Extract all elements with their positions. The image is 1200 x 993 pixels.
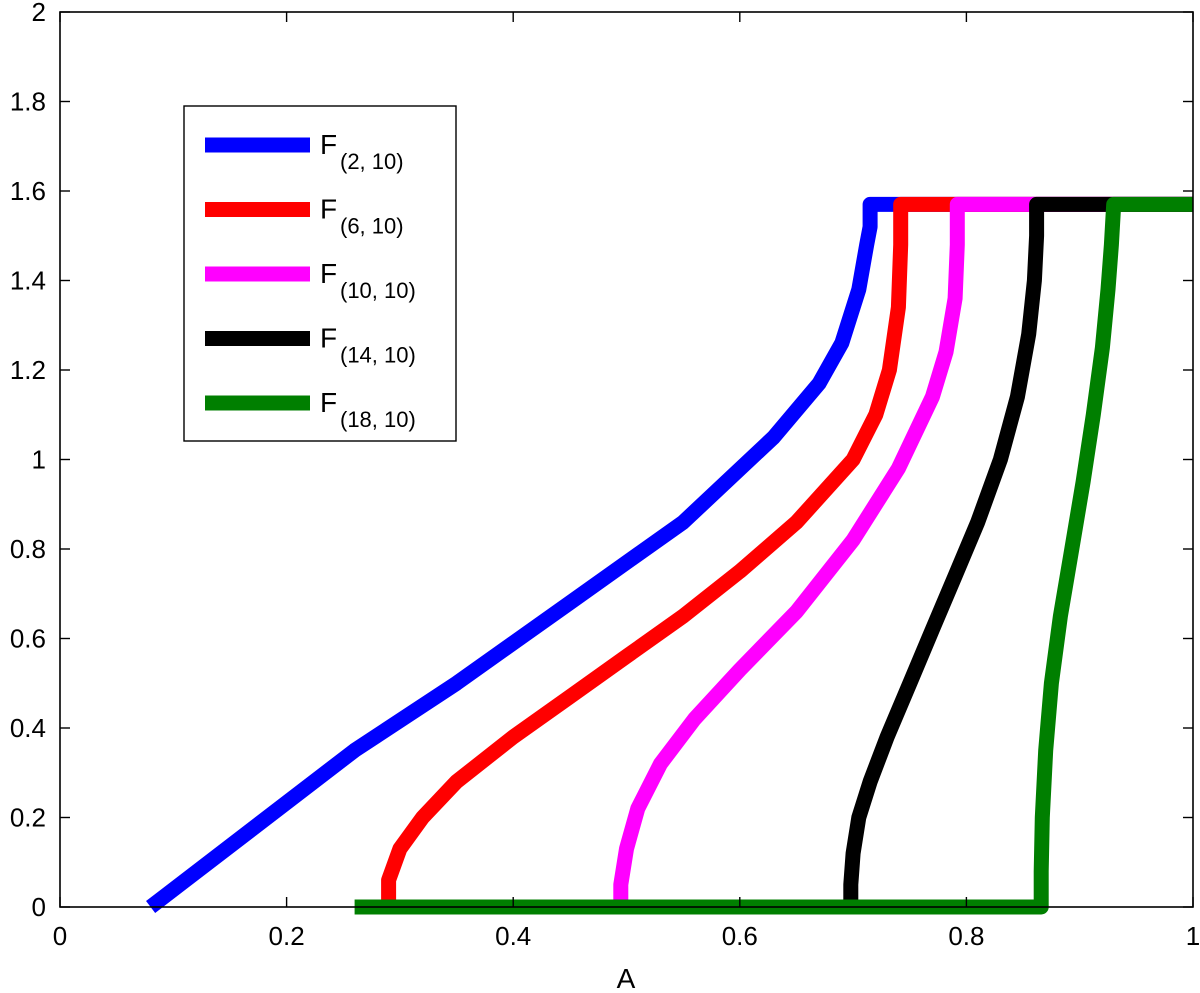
legend-label-4: F [320, 387, 337, 418]
legend-sublabel-4: (18, 10) [340, 407, 416, 432]
series-line-3 [843, 196, 1193, 907]
series-layer [146, 196, 1193, 915]
x-axis-title: A [617, 963, 636, 993]
legend-sublabel-1: (6, 10) [340, 214, 404, 239]
y-tick-label-8: 1.6 [10, 176, 46, 206]
y-tick-label-9: 1.8 [10, 87, 46, 117]
x-tick-label-2: 0.4 [495, 921, 531, 951]
legend-label-1: F [320, 194, 337, 225]
legend-sublabel-2: (10, 10) [340, 278, 416, 303]
y-tick-label-5: 1 [32, 445, 46, 475]
legend: F(2, 10)F(6, 10)F(10, 10)F(14, 10)F(18, … [183, 105, 457, 442]
series-line-4 [354, 196, 1193, 915]
x-tick-label-0: 0 [53, 921, 67, 951]
y-tick-label-3: 0.6 [10, 624, 46, 654]
x-tick-label-1: 0.2 [269, 921, 305, 951]
y-tick-label-1: 0.2 [10, 803, 46, 833]
y-tick-label-2: 0.4 [10, 713, 46, 743]
legend-label-3: F [320, 323, 337, 354]
y-tick-label-0: 0 [32, 892, 46, 922]
series-line-2 [613, 196, 1193, 907]
legend-sublabel-3: (14, 10) [340, 343, 416, 368]
series-line-0 [146, 196, 1193, 913]
y-tick-label-6: 1.2 [10, 355, 46, 385]
tick-layer: 0 0.2 0.4 0.6 0.8 1 0 0.2 0.4 0.6 0.8 1 1.2 1.4 1.6 1.8… [10, 0, 1200, 951]
x-tick-label-4: 0.8 [948, 921, 984, 951]
x-tick-label-3: 0.6 [722, 921, 758, 951]
legend-label-2: F [320, 258, 337, 289]
legend-sublabel-0: (2, 10) [340, 149, 404, 174]
series-line-1 [381, 196, 1193, 907]
y-tick-label-4: 0.8 [10, 534, 46, 564]
x-tick-label-5: 1 [1186, 921, 1200, 951]
y-tick-label-7: 1.4 [10, 266, 46, 296]
y-tick-label-10: 2 [32, 0, 46, 27]
legend-label-0: F [320, 129, 337, 160]
